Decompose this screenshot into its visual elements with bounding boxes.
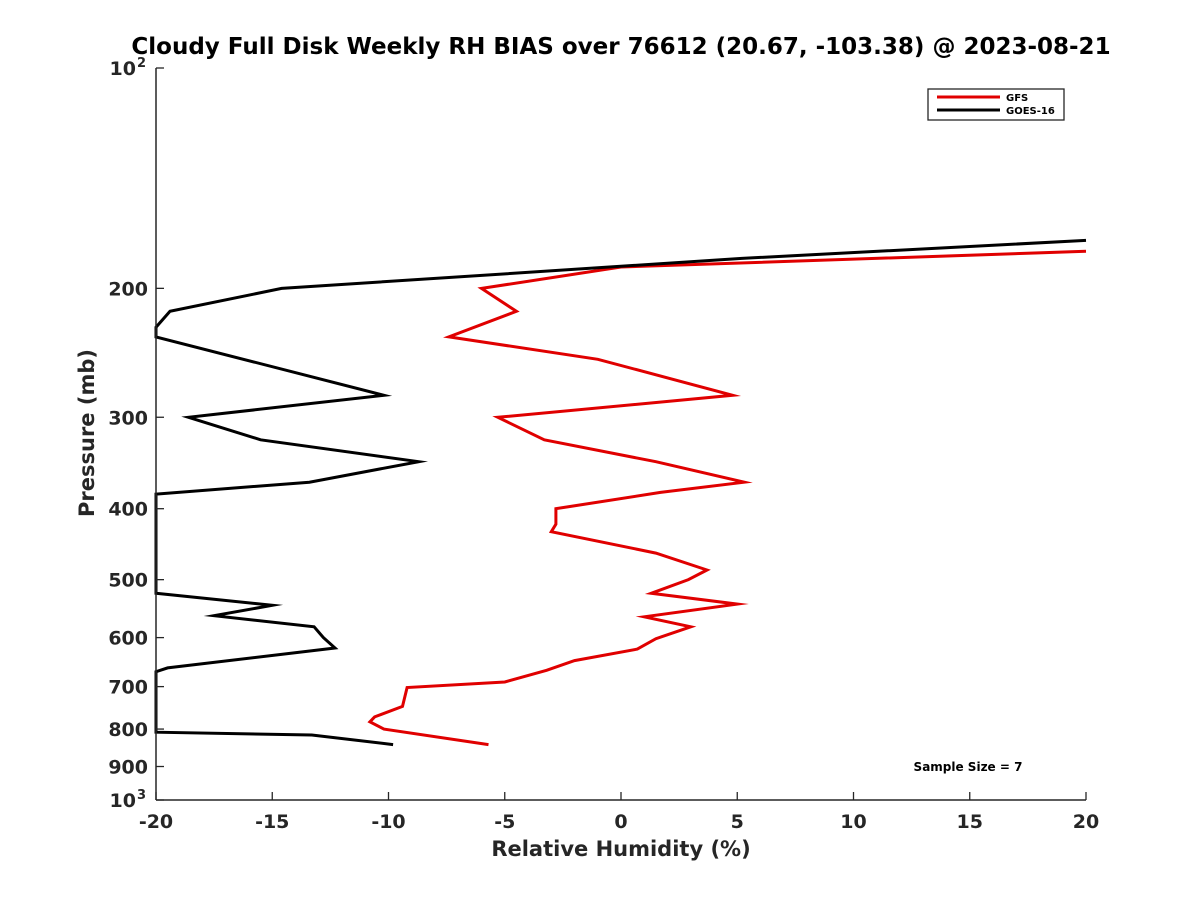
y-tick-label: 600 [108,628,148,650]
y-tick-label: 200 [108,278,148,300]
y-tick-label: 800 [108,719,148,741]
y-tick-label: 900 [108,757,148,779]
legend: GFS GOES-16 [927,88,1065,121]
x-tick-label: 5 [731,811,744,833]
y-tick-exponent: 3 [137,788,146,803]
x-tick-label: -10 [371,811,405,833]
legend-label: GFS [1006,93,1028,104]
x-tick-label: -15 [255,811,289,833]
legend-label: GOES-16 [1006,106,1055,117]
y-axis-label: Pressure (mb) [75,349,99,517]
x-axis-label: Relative Humidity (%) [491,837,750,861]
y-tick-label: 10 [110,790,136,812]
sample-size-annotation: Sample Size = 7 [914,760,1023,774]
y-tick-label: 500 [108,570,148,592]
x-tick-label: 10 [840,811,866,833]
y-tick-exponent: 2 [137,56,146,71]
y-tick-label: 10 [110,58,136,80]
y-tick-label: 700 [108,677,148,699]
legend-items: GFS GOES-16 [937,93,1055,117]
x-tick-label: -5 [494,811,515,833]
legend-box [927,88,1065,121]
chart-title: Cloudy Full Disk Weekly RH BIAS over 766… [131,34,1110,60]
plot-area: -20 -15 -10 -5 0 5 10 15 20 10 220030040050060070… [108,56,1099,833]
series-line-gfs [367,249,1087,747]
x-ticks: -20 -15 -10 -5 0 5 10 15 20 [139,792,1099,833]
x-tick-label: -20 [139,811,173,833]
x-tick-label: 20 [1073,811,1099,833]
y-tick-label: 300 [108,407,148,429]
y-tick-label: 400 [108,499,148,521]
x-tick-label: 15 [957,811,983,833]
x-tick-label: 0 [614,811,627,833]
